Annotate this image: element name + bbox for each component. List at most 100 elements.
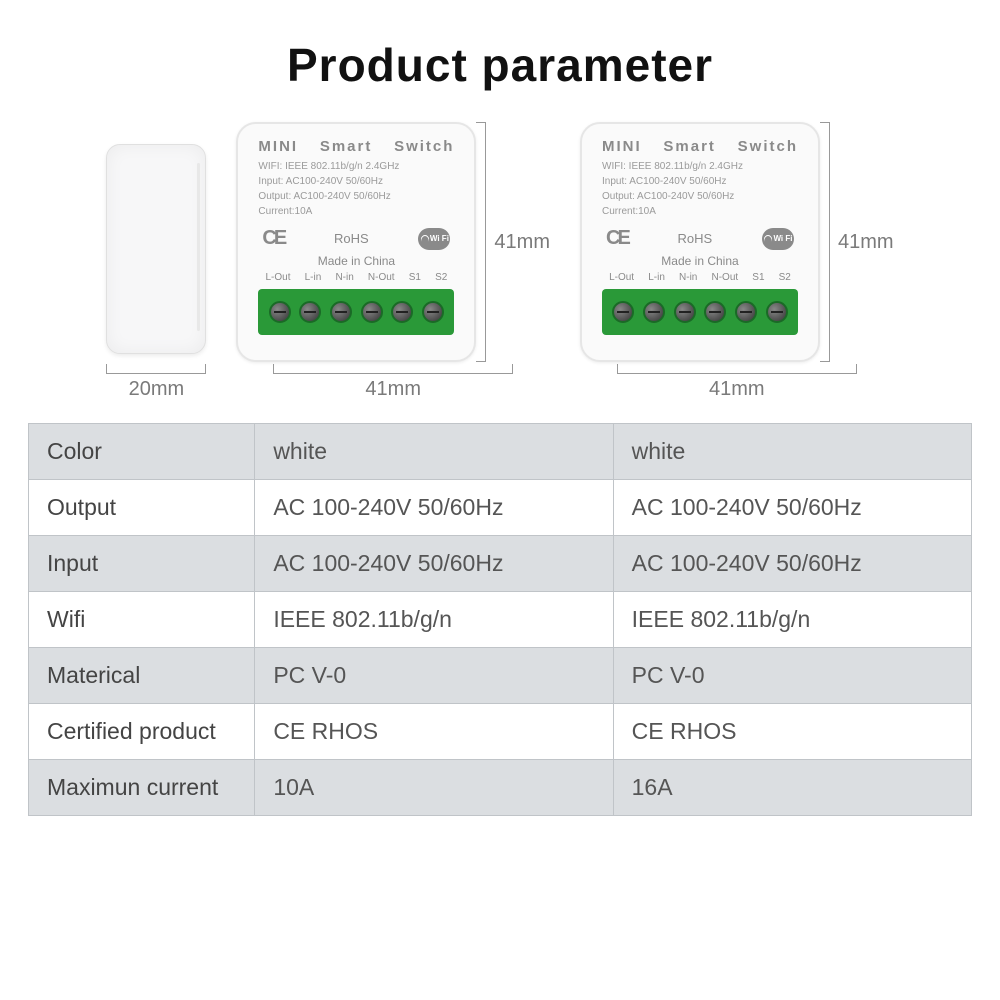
spec-value-cell: 10A (255, 760, 613, 816)
device-title: MINI Smart Switch (252, 138, 460, 159)
dimension-side-width: 20mm (106, 362, 206, 401)
device-spec-line: Output: AC100-240V 50/60Hz (602, 189, 798, 204)
table-row: WifiIEEE 802.11b/g/nIEEE 802.11b/g/n (29, 592, 972, 648)
spec-value-cell: AC 100-240V 50/60Hz (255, 480, 613, 536)
dimension-line-vertical (820, 122, 830, 362)
terminal-screw (391, 301, 413, 323)
device-title: MINI Smart Switch (596, 138, 804, 159)
rohs-mark: RoHS (334, 231, 369, 246)
terminal-screw (612, 301, 634, 323)
terminal-screw (643, 301, 665, 323)
table-row: Colorwhitewhite (29, 424, 972, 480)
dimension-label-height: 41mm (494, 231, 550, 254)
spec-value-cell: IEEE 802.11b/g/n (255, 592, 613, 648)
device-title-part: Smart (663, 138, 716, 155)
terminal-label: S2 (435, 272, 447, 283)
certifications-row: CE RoHS Wi Fi (252, 225, 460, 252)
spec-name-cell: Output (29, 480, 255, 536)
device-spec-line: Current:10A (258, 204, 454, 219)
front-view-column-2: MINI Smart Switch WIFI: IEEE 802.11b/g/n 2.… (580, 122, 894, 401)
terminal-screw (704, 301, 726, 323)
spec-name-cell: Materical (29, 648, 255, 704)
terminal-screw (330, 301, 352, 323)
device-specs: WIFI: IEEE 802.11b/g/n 2.4GHzInput: AC10… (596, 159, 804, 225)
dimension-label: 41mm (365, 378, 421, 401)
wifi-icon: Wi Fi (418, 228, 450, 250)
certifications-row: CE RoHS Wi Fi (596, 225, 804, 252)
terminal-label: L-Out (265, 272, 290, 283)
spec-value-cell: 16A (613, 760, 971, 816)
rohs-mark: RoHS (678, 231, 713, 246)
spec-value-cell: AC 100-240V 50/60Hz (613, 480, 971, 536)
front-view-column-1: MINI Smart Switch WIFI: IEEE 802.11b/g/n 2.… (236, 122, 550, 401)
spec-name-cell: Certified product (29, 704, 255, 760)
made-in-label: Made in China (252, 254, 460, 268)
device-title-part: Smart (320, 138, 373, 155)
product-illustration-row: 20mm MINI Smart Switch WIFI: IEEE 802.11b/g… (0, 122, 1000, 413)
table-row: InputAC 100-240V 50/60HzAC 100-240V 50/6… (29, 536, 972, 592)
dimension-label-height: 41mm (838, 231, 894, 254)
side-view-column: 20mm (106, 144, 206, 401)
dimension-label: 41mm (709, 378, 765, 401)
terminal-screw (361, 301, 383, 323)
spec-value-cell: PC V-0 (255, 648, 613, 704)
dimension-line (617, 364, 857, 374)
terminal-label: L-Out (609, 272, 634, 283)
terminal-block (258, 289, 454, 335)
table-row: Certified productCE RHOSCE RHOS (29, 704, 972, 760)
spec-value-cell: PC V-0 (613, 648, 971, 704)
dimension-front-width-2: 41mm (617, 362, 857, 401)
made-in-label: Made in China (596, 254, 804, 268)
spec-table: ColorwhitewhiteOutputAC 100-240V 50/60Hz… (28, 423, 972, 816)
dimension-line-vertical (476, 122, 486, 362)
table-row: OutputAC 100-240V 50/60HzAC 100-240V 50/… (29, 480, 972, 536)
terminal-block (602, 289, 798, 335)
device-spec-line: WIFI: IEEE 802.11b/g/n 2.4GHz (602, 159, 798, 174)
device-front-2: MINI Smart Switch WIFI: IEEE 802.11b/g/n 2.… (580, 122, 820, 362)
spec-value-cell: white (613, 424, 971, 480)
device-front-1: MINI Smart Switch WIFI: IEEE 802.11b/g/n 2.… (236, 122, 476, 362)
device-spec-line: Input: AC100-240V 50/60Hz (602, 174, 798, 189)
device-spec-line: Output: AC100-240V 50/60Hz (258, 189, 454, 204)
terminal-label: L-in (305, 272, 322, 283)
terminal-screw (735, 301, 757, 323)
device-title-part: Switch (394, 138, 454, 155)
device-spec-line: Current:10A (602, 204, 798, 219)
table-row: Maximun current10A16A (29, 760, 972, 816)
terminal-label: S1 (409, 272, 421, 283)
spec-value-cell: CE RHOS (255, 704, 613, 760)
device-title-part: MINI (602, 138, 642, 155)
wifi-icon: Wi Fi (762, 228, 794, 250)
terminal-screw (674, 301, 696, 323)
terminal-labels: L-Out L-in N-in N-Out S1 S2 (252, 268, 460, 285)
device-spec-line: WIFI: IEEE 802.11b/g/n 2.4GHz (258, 159, 454, 174)
terminal-label: N-in (335, 272, 353, 283)
terminal-screw (766, 301, 788, 323)
spec-value-cell: IEEE 802.11b/g/n (613, 592, 971, 648)
terminal-label: N-in (679, 272, 697, 283)
ce-mark: CE (606, 227, 628, 250)
dimension-front-width-1: 41mm (273, 362, 513, 401)
terminal-label: N-Out (711, 272, 738, 283)
terminal-screw (422, 301, 444, 323)
terminal-labels: L-Out L-in N-in N-Out S1 S2 (596, 268, 804, 285)
terminal-label: N-Out (368, 272, 395, 283)
spec-value-cell: AC 100-240V 50/60Hz (255, 536, 613, 592)
terminal-label: S1 (752, 272, 764, 283)
spec-name-cell: Wifi (29, 592, 255, 648)
terminal-screw (299, 301, 321, 323)
device-side-view (106, 144, 206, 354)
table-row: MatericalPC V-0PC V-0 (29, 648, 972, 704)
terminal-screw (269, 301, 291, 323)
page-title: Product parameter (0, 0, 1000, 122)
ce-mark: CE (262, 227, 284, 250)
terminal-label: L-in (648, 272, 665, 283)
spec-name-cell: Input (29, 536, 255, 592)
spec-value-cell: AC 100-240V 50/60Hz (613, 536, 971, 592)
device-title-part: Switch (738, 138, 798, 155)
spec-value-cell: white (255, 424, 613, 480)
spec-name-cell: Maximun current (29, 760, 255, 816)
device-title-part: MINI (258, 138, 298, 155)
terminal-label: S2 (779, 272, 791, 283)
dimension-line (106, 364, 206, 374)
